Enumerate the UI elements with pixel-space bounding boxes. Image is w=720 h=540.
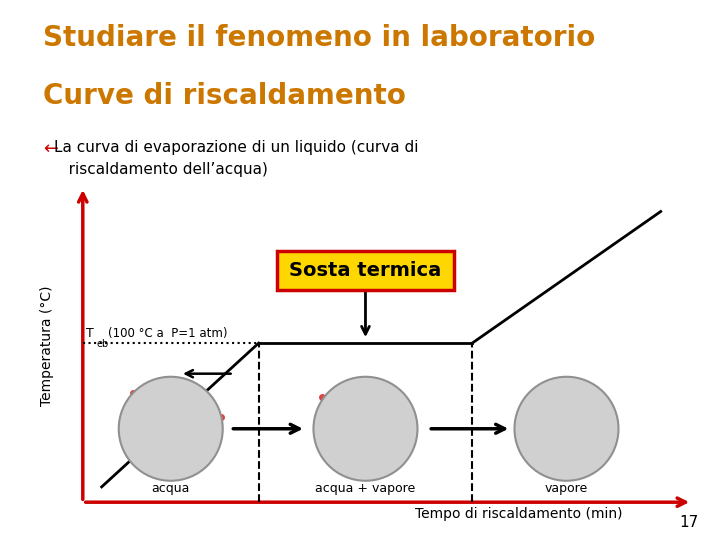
Text: Studiare il fenomeno in laboratorio: Studiare il fenomeno in laboratorio [43, 24, 595, 52]
Text: acqua: acqua [151, 482, 190, 495]
Text: eb: eb [96, 339, 109, 349]
Text: Temperatura (°C): Temperatura (°C) [40, 285, 54, 406]
Text: La curva di evaporazione di un liquido (curva di: La curva di evaporazione di un liquido (… [54, 140, 418, 156]
Text: Curve di riscaldamento: Curve di riscaldamento [43, 82, 406, 110]
Text: 17: 17 [679, 515, 698, 530]
Text: vapore: vapore [545, 482, 588, 495]
Text: (100 °C a  P=1 atm): (100 °C a P=1 atm) [108, 327, 228, 340]
Text: acqua + vapore: acqua + vapore [315, 482, 415, 495]
Text: ←: ← [43, 140, 58, 158]
Text: Sosta termica: Sosta termica [289, 261, 441, 280]
Text: Tempo di riscaldamento (min): Tempo di riscaldamento (min) [415, 507, 622, 521]
FancyBboxPatch shape [277, 251, 454, 289]
Text: riscaldamento dell’acqua): riscaldamento dell’acqua) [54, 162, 268, 177]
Text: T: T [86, 327, 94, 340]
